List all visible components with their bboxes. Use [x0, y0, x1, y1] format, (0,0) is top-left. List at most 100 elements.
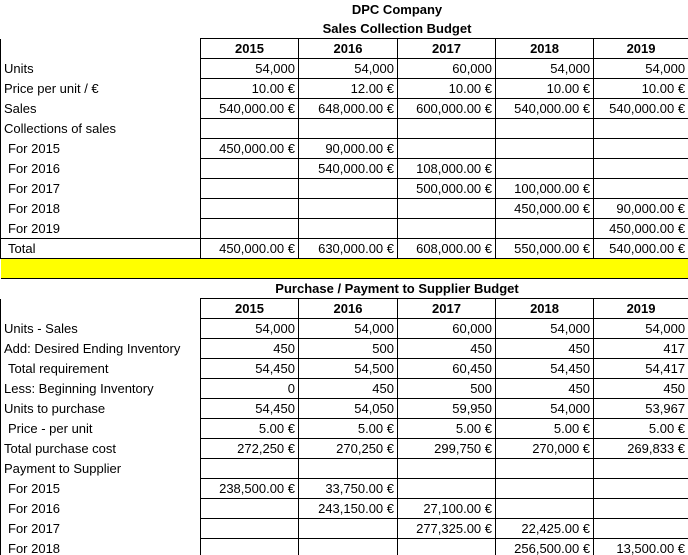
value-cell: 500: [298, 338, 398, 359]
value-cell: 550,000.00 €: [494, 238, 595, 259]
data-row: Total purchase cost 272,250 €270,250 €299…: [0, 438, 688, 459]
value-cell: 648,000.00 €: [298, 98, 398, 119]
value-cell: 60,450: [397, 358, 496, 379]
sheet-title: DPC Company: [351, 2, 443, 17]
row-label: For 2018: [0, 198, 201, 219]
value-cell: [200, 538, 299, 555]
blank-cell: [594, 279, 688, 299]
row-label: Price - per unit: [0, 418, 201, 439]
value-cell: 5.00 €: [200, 418, 299, 439]
value-cell: 500,000.00 €: [397, 178, 496, 199]
value-cell: 10.00 €: [593, 78, 688, 99]
data-row: Units to purchase 54,450 54,050 59,950 54,00…: [0, 398, 688, 419]
data-row: Total requirement 54,450 54,500 60,450 54,45…: [0, 358, 688, 379]
value-cell: [494, 498, 595, 519]
row-label: Total: [0, 238, 201, 259]
value-cell: [397, 218, 496, 239]
value-cell: [298, 218, 398, 239]
year-header: 2016: [298, 38, 398, 59]
row-label: Less: Beginning Inventory: [0, 378, 201, 399]
value-cell: [200, 518, 299, 539]
value-cell: 540,000.00 €: [200, 98, 299, 119]
data-row: For 2015 450,000.00 €90,000.00 €: [0, 138, 688, 159]
value-cell: [593, 178, 688, 199]
value-cell: 256,500.00 €: [494, 538, 595, 555]
value-cell: [593, 158, 688, 179]
value-cell: 54,000: [200, 58, 299, 79]
data-row: Add: Desired Ending Inventory 450 500 450 45…: [0, 338, 688, 359]
value-cell: [593, 138, 688, 159]
value-cell: 608,000.00 €: [397, 238, 496, 259]
row-label: Total purchase cost: [0, 438, 201, 459]
blank-cell: [594, 19, 688, 39]
data-row: Total 450,000.00 €630,000.00 €608,000.00 …: [0, 238, 688, 259]
value-cell: [298, 458, 398, 479]
year-header: 2018: [494, 38, 595, 59]
value-cell: 33,750.00 €: [298, 478, 398, 499]
value-cell: [200, 198, 299, 219]
value-cell: 540,000.00 €: [593, 98, 688, 119]
blank-cell: [1, 279, 201, 299]
value-cell: 100,000.00 €: [494, 178, 595, 199]
label-cell: [0, 298, 201, 319]
value-cell: 54,000: [494, 398, 595, 419]
value-cell: [397, 198, 496, 219]
value-cell: [593, 498, 688, 519]
value-cell: 54,450: [494, 358, 595, 379]
data-row: Sales 540,000.00 €648,000.00 €600,000.00 …: [0, 98, 688, 119]
value-cell: 450: [397, 338, 496, 359]
value-cell: 238,500.00 €: [200, 478, 299, 499]
value-cell: 108,000.00 €: [397, 158, 496, 179]
title-row: Purchase / Payment to Supplier Budget: [1, 279, 688, 299]
row-label: For 2017: [0, 518, 201, 539]
row-label: Units to purchase: [0, 398, 201, 419]
row-label: Sales: [0, 98, 201, 119]
year-header: 2019: [593, 298, 688, 319]
value-cell: 10.00 €: [200, 78, 299, 99]
row-label: Collections of sales: [0, 118, 201, 139]
value-cell: 54,000: [298, 58, 398, 79]
highlight-cell: [593, 258, 688, 279]
value-cell: 5.00 €: [593, 418, 688, 439]
sheet-title: Sales Collection Budget: [322, 21, 472, 36]
row-label: For 2016: [0, 158, 201, 179]
value-cell: 10.00 €: [494, 78, 595, 99]
value-cell: 54,050: [298, 398, 398, 419]
value-cell: 60,000: [397, 318, 496, 339]
value-cell: 10.00 €: [397, 78, 496, 99]
value-cell: 450: [298, 378, 398, 399]
value-cell: [494, 118, 595, 139]
value-cell: 54,000: [494, 58, 595, 79]
value-cell: [494, 158, 595, 179]
value-cell: 5.00 €: [397, 418, 496, 439]
year-row: 2015 2016 2017 2018 2019: [0, 38, 688, 59]
value-cell: [494, 478, 595, 499]
value-cell: 450,000.00 €: [200, 138, 299, 159]
row-label: Payment to Supplier: [0, 458, 201, 479]
value-cell: [397, 478, 496, 499]
value-cell: 54,450: [200, 398, 299, 419]
value-cell: [200, 498, 299, 519]
value-cell: 90,000.00 €: [298, 138, 398, 159]
value-cell: [200, 458, 299, 479]
row-label: For 2018: [0, 538, 201, 555]
highlight-cell: [495, 258, 594, 279]
value-cell: 54,417: [593, 358, 688, 379]
blank-cell: [594, 0, 688, 19]
highlight-cell: [200, 258, 299, 279]
value-cell: [298, 538, 398, 555]
blank-cell: [1, 19, 201, 39]
value-cell: [494, 138, 595, 159]
value-cell: 53,967: [593, 398, 688, 419]
value-cell: 54,000: [494, 318, 595, 339]
value-cell: 450,000.00 €: [494, 198, 595, 219]
value-cell: [397, 118, 496, 139]
year-header: 2018: [494, 298, 595, 319]
value-cell: [593, 118, 688, 139]
value-cell: 540,000.00 €: [494, 98, 595, 119]
value-cell: 450,000.00 €: [200, 238, 299, 259]
year-header: 2017: [397, 298, 496, 319]
value-cell: [397, 458, 496, 479]
data-row: Less: Beginning Inventory 0 450 500 450 450: [0, 378, 688, 399]
row-label: For 2015: [0, 478, 201, 499]
